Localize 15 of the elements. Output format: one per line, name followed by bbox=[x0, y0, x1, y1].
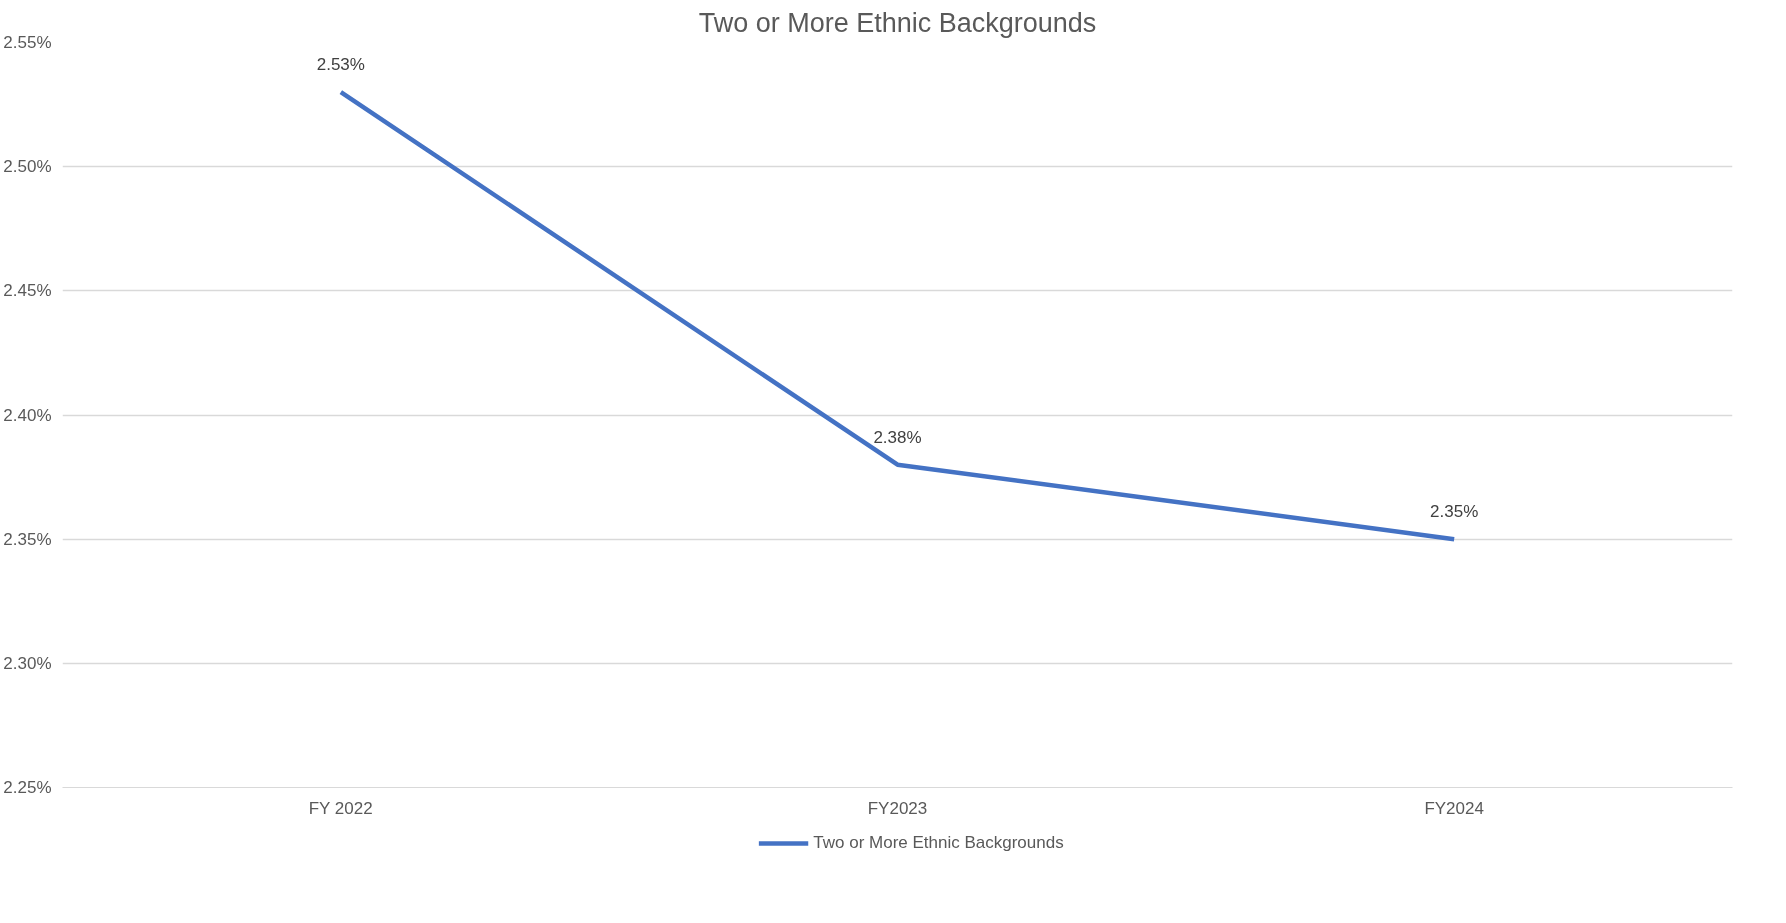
y-tick-label: 2.35% bbox=[3, 529, 52, 549]
legend-label: Two or More Ethnic Backgrounds bbox=[813, 832, 1064, 853]
y-tick-label: 2.55% bbox=[3, 33, 52, 52]
data-label: 2.35% bbox=[1430, 502, 1479, 522]
y-tick-label: 2.40% bbox=[3, 405, 52, 425]
y-tick-label: 2.45% bbox=[3, 281, 52, 301]
y-tick-label: 2.30% bbox=[3, 653, 52, 673]
y-tick-label: 2.50% bbox=[3, 157, 52, 177]
chart-title: Two or More Ethnic Backgrounds bbox=[698, 7, 1097, 38]
x-tick-label: FY2024 bbox=[1424, 798, 1484, 818]
x-tick-label: FY2023 bbox=[867, 798, 928, 818]
data-label: 2.53% bbox=[316, 55, 365, 75]
x-tick-label: FY 2022 bbox=[308, 798, 373, 818]
data-label: 2.38% bbox=[873, 427, 922, 447]
y-tick-label: 2.25% bbox=[3, 778, 52, 797]
